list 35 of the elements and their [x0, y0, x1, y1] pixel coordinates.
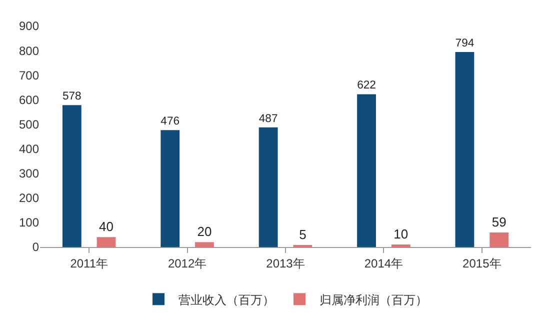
- bar: [258, 127, 278, 247]
- y-tick-label: 400: [18, 142, 40, 156]
- y-tick-label: 700: [18, 68, 40, 82]
- bar: [195, 242, 214, 247]
- bar: [62, 105, 82, 247]
- y-tick-label: 600: [18, 92, 40, 107]
- y-tick-label: 200: [18, 191, 40, 206]
- x-tick-label: 2015年: [462, 256, 502, 270]
- x-tick-label: 2013年: [266, 256, 305, 270]
- y-tick-label: 500: [18, 117, 40, 132]
- data-label: 59: [492, 214, 506, 230]
- x-tick-label: 2012年: [168, 256, 207, 270]
- x-tick-label: 2011年: [70, 256, 108, 270]
- bar: [490, 232, 509, 247]
- y-tick-label: 800: [18, 44, 40, 58]
- bar: [160, 130, 180, 247]
- bar: [455, 52, 474, 247]
- bar: [96, 237, 116, 247]
- data-label: 5: [299, 227, 306, 242]
- data-label: 794: [455, 37, 474, 50]
- data-label: 487: [258, 112, 278, 125]
- data-label: 40: [99, 219, 114, 234]
- y-tick-label: 100: [18, 216, 40, 230]
- y-tick-label: 0: [32, 240, 40, 254]
- data-label: 20: [197, 224, 212, 240]
- data-label: 578: [62, 90, 82, 102]
- y-tick-label: 900: [18, 19, 40, 34]
- x-tick-label: 2014年: [364, 256, 404, 270]
- data-label: 476: [160, 116, 180, 128]
- data-label: 622: [357, 80, 376, 92]
- legend-label: 归属净利润（百万）: [320, 292, 428, 307]
- y-tick-label: 300: [18, 166, 40, 181]
- legend-label: 营业收入（百万）: [178, 292, 274, 307]
- data-label: 10: [394, 226, 408, 242]
- bar: [357, 94, 376, 247]
